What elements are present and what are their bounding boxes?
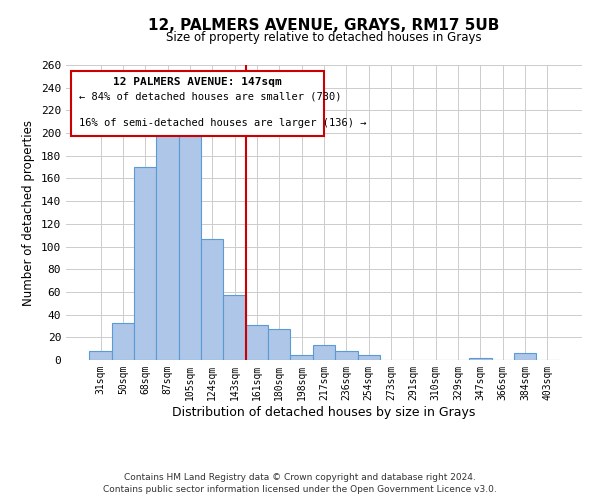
Text: ← 84% of detached houses are smaller (730): ← 84% of detached houses are smaller (73…	[79, 92, 341, 102]
Bar	[290, 356, 313, 360]
Bar	[246, 325, 268, 360]
Bar	[179, 136, 201, 360]
FancyBboxPatch shape	[71, 71, 324, 136]
Bar	[469, 358, 491, 360]
Text: Contains HM Land Registry data © Crown copyright and database right 2024.: Contains HM Land Registry data © Crown c…	[124, 474, 476, 482]
Bar	[89, 351, 112, 360]
Text: 16% of semi-detached houses are larger (136) →: 16% of semi-detached houses are larger (…	[79, 118, 367, 128]
Bar	[313, 345, 335, 360]
Bar	[514, 353, 536, 360]
Text: 12 PALMERS AVENUE: 147sqm: 12 PALMERS AVENUE: 147sqm	[113, 77, 282, 87]
Text: 12, PALMERS AVENUE, GRAYS, RM17 5UB: 12, PALMERS AVENUE, GRAYS, RM17 5UB	[148, 18, 500, 32]
Bar	[112, 322, 134, 360]
Text: Size of property relative to detached houses in Grays: Size of property relative to detached ho…	[166, 31, 482, 44]
Y-axis label: Number of detached properties: Number of detached properties	[22, 120, 35, 306]
Bar	[157, 126, 179, 360]
Bar	[268, 330, 290, 360]
Bar	[134, 167, 157, 360]
Bar	[335, 351, 358, 360]
X-axis label: Distribution of detached houses by size in Grays: Distribution of detached houses by size …	[172, 406, 476, 418]
Bar	[358, 356, 380, 360]
Bar	[201, 238, 223, 360]
Text: Contains public sector information licensed under the Open Government Licence v3: Contains public sector information licen…	[103, 485, 497, 494]
Bar	[223, 296, 246, 360]
